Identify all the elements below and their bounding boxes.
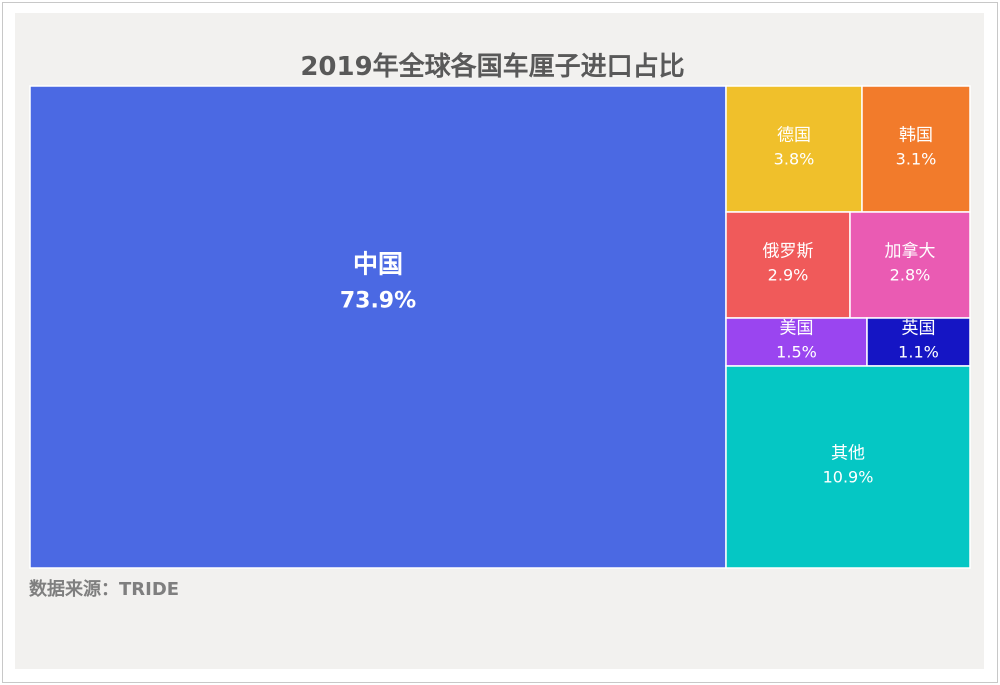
tile-4-value-label: 2.8%	[890, 266, 931, 285]
tile-3-rect	[725, 211, 851, 319]
tile-1-name-label: 德国	[777, 126, 811, 146]
tile-2-value-label: 3.1%	[896, 150, 937, 169]
tile-5-name-label: 美国	[780, 319, 814, 339]
tile-1-rect	[725, 85, 863, 213]
data-source-note: 数据来源：TRIDE	[29, 579, 180, 600]
tile-3-value-label: 2.9%	[768, 266, 809, 285]
tile-7-name-label: 其他	[831, 444, 865, 464]
tile-6-value-label: 1.1%	[898, 343, 939, 362]
tile-5-value-label: 1.5%	[776, 343, 817, 362]
tile-0-rect	[29, 85, 727, 569]
tile-6-rect	[866, 317, 971, 367]
tile-3-name-label: 俄罗斯	[763, 242, 814, 262]
tile-4-rect	[849, 211, 971, 319]
tile-1-value-label: 3.8%	[774, 150, 815, 169]
tile-4-name-label: 加拿大	[885, 241, 936, 262]
tile-2-rect	[861, 85, 971, 213]
chart-title: 2019年全球各国车厘子进口占比	[300, 52, 685, 82]
tile-7-value-label: 10.9%	[823, 468, 874, 487]
tile-6-name-label: 英国	[902, 319, 936, 339]
tile-2-name-label: 韩国	[899, 126, 933, 146]
tile-7-rect	[725, 365, 971, 569]
tile-0-value-label: 73.9%	[340, 289, 416, 314]
tile-5-rect	[725, 317, 868, 367]
tile-0-name-label: 中国	[353, 250, 403, 279]
